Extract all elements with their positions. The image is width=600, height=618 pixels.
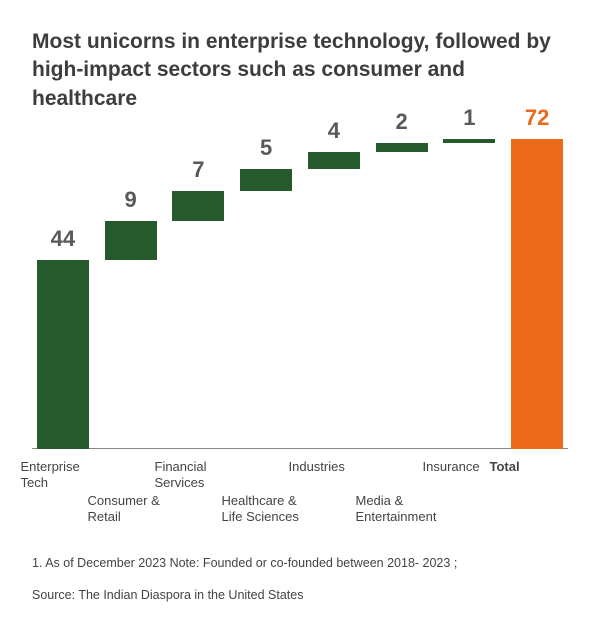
x-axis-label: Enterprise Tech xyxy=(21,459,111,492)
bar-value-label: 9 xyxy=(100,187,162,213)
x-axis-labels: Enterprise TechConsumer & RetailFinancia… xyxy=(32,459,568,549)
x-axis-label: Total xyxy=(490,459,580,475)
bar-rect xyxy=(443,139,495,143)
x-axis-label: Consumer & Retail xyxy=(88,493,178,526)
bar-value-label: 44 xyxy=(32,226,94,252)
bar-rect xyxy=(240,169,292,191)
bar-segment: 1 xyxy=(439,139,501,448)
x-axis-label: Financial Services xyxy=(155,459,245,492)
bars-group: 4497542172 xyxy=(32,139,568,448)
bar-total: 72 xyxy=(506,139,568,448)
bar-value-label: 2 xyxy=(371,109,433,135)
chart-area: 4497542172 Enterprise TechConsumer & Ret… xyxy=(32,139,568,549)
plot: 4497542172 xyxy=(32,139,568,449)
bar-segment: 7 xyxy=(168,139,230,448)
bar-value-label: 5 xyxy=(235,135,297,161)
bar-value-label: 72 xyxy=(506,105,568,131)
bar-value-label: 4 xyxy=(303,118,365,144)
bar-rect xyxy=(105,221,157,260)
bar-rect xyxy=(37,260,89,449)
chart-container: Most unicorns in enterprise technology, … xyxy=(0,0,600,614)
x-axis-label: Healthcare & Life Sciences xyxy=(222,493,312,526)
bar-segment: 4 xyxy=(303,139,365,448)
bar-value-label: 7 xyxy=(168,157,230,183)
x-axis-label: Industries xyxy=(289,459,379,475)
bar-segment: 44 xyxy=(32,139,94,448)
bar-segment: 9 xyxy=(100,139,162,448)
footnote-1: 1. As of December 2023 Note: Founded or … xyxy=(32,555,568,573)
bar-rect xyxy=(308,152,360,169)
bar-segment: 5 xyxy=(235,139,297,448)
x-axis-label: Media & Entertainment xyxy=(356,493,446,526)
bar-rect xyxy=(376,143,428,152)
bar-segment: 2 xyxy=(371,139,433,448)
chart-title: Most unicorns in enterprise technology, … xyxy=(32,28,568,113)
bar-rect xyxy=(172,191,224,221)
bar-rect xyxy=(511,139,563,449)
bar-value-label: 1 xyxy=(439,105,501,131)
footnotes: 1. As of December 2023 Note: Founded or … xyxy=(32,555,568,618)
footnote-2: Source: The Indian Diaspora in the Unite… xyxy=(32,587,568,605)
